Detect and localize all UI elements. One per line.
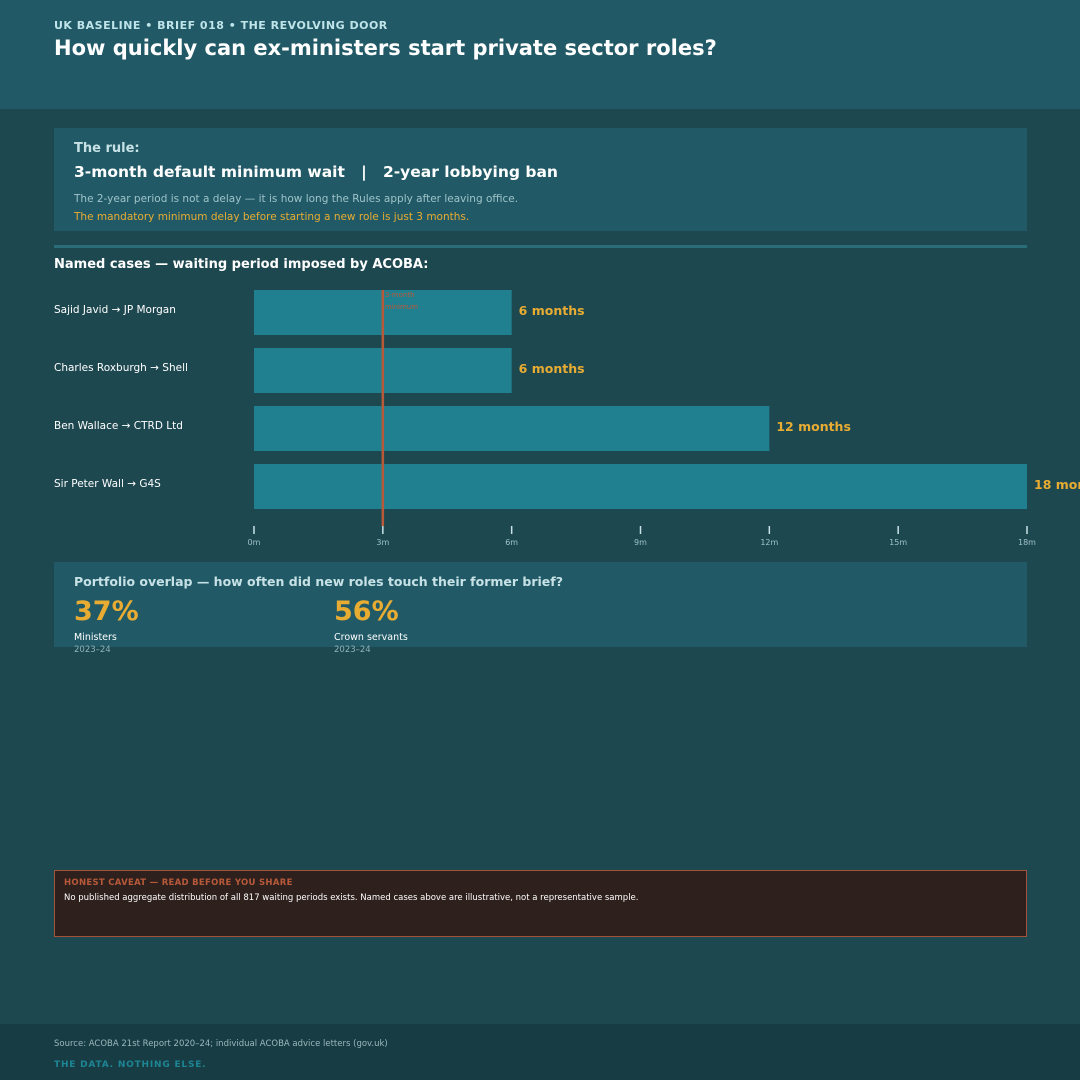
data-label: 6 months <box>519 303 585 318</box>
category-label: Sir Peter Wall → G4S <box>54 478 161 490</box>
stat-label: Ministers <box>74 632 117 643</box>
rule-warning: The mandatory minimum delay before start… <box>74 211 470 223</box>
reference-label: minimum <box>385 303 418 311</box>
source-note: Source: ACOBA 21st Report 2020–24; indiv… <box>54 1039 388 1049</box>
tick-label: 12m <box>760 538 778 547</box>
stat-ministers: 37% Ministers 2023–24 <box>74 596 139 655</box>
stat-label: Crown servants <box>334 632 408 643</box>
footer: Source: ACOBA 21st Report 2020–24; indiv… <box>0 1024 1080 1080</box>
tick-label: 15m <box>889 538 907 547</box>
stat-period: 2023–24 <box>334 645 371 655</box>
category-label: Sajid Javid → JP Morgan <box>54 304 176 316</box>
data-label: 6 months <box>519 361 585 376</box>
caveat-title: HONEST CAVEAT — READ BEFORE YOU SHARE <box>64 878 293 888</box>
rule-note: The 2-year period is not a delay — it is… <box>74 193 519 205</box>
reference-label: 3-month <box>385 291 415 299</box>
tick-label: 9m <box>634 538 647 547</box>
data-label: 18 months <box>1034 477 1080 492</box>
bar <box>254 464 1027 509</box>
stat-crown-servants: 56% Crown servants 2023–24 <box>334 596 408 655</box>
tagline: THE DATA. NOTHING ELSE. <box>54 1060 207 1070</box>
rule-panel: The rule: 3-month default minimum wait |… <box>54 128 1027 231</box>
tick-label: 0m <box>248 538 261 547</box>
stat-value: 37% <box>74 596 139 627</box>
category-label: Ben Wallace → CTRD Ltd <box>54 420 183 432</box>
caveat-box: HONEST CAVEAT — READ BEFORE YOU SHARE No… <box>54 870 1027 937</box>
stat-period: 2023–24 <box>74 645 111 655</box>
brief-kicker: UK BASELINE • BRIEF 018 • THE REVOLVING … <box>54 19 388 32</box>
stat-value: 56% <box>334 596 399 627</box>
section-divider <box>54 245 1027 248</box>
portfolio-overlap-panel: Portfolio overlap — how often did new ro… <box>54 562 1027 655</box>
cases-title: Named cases — waiting period imposed by … <box>54 257 429 272</box>
caveat-text: No published aggregate distribution of a… <box>64 893 639 903</box>
tick-label: 6m <box>505 538 518 547</box>
waiting-period-chart: Sajid Javid → JP Morgan 6 months Charles R… <box>54 290 1080 547</box>
tick-label: 3m <box>376 538 389 547</box>
data-label: 12 months <box>776 419 851 434</box>
page-title: How quickly can ex-ministers start priva… <box>54 36 717 60</box>
portfolio-title: Portfolio overlap — how often did new ro… <box>74 574 563 589</box>
rule-headline: 3-month default minimum wait | 2-year lo… <box>74 163 558 181</box>
rule-label: The rule: <box>74 141 140 156</box>
header-band: UK BASELINE • BRIEF 018 • THE REVOLVING … <box>0 0 1080 109</box>
tick-label: 18m <box>1018 538 1036 547</box>
category-label: Charles Roxburgh → Shell <box>54 362 188 374</box>
bar <box>254 406 770 451</box>
